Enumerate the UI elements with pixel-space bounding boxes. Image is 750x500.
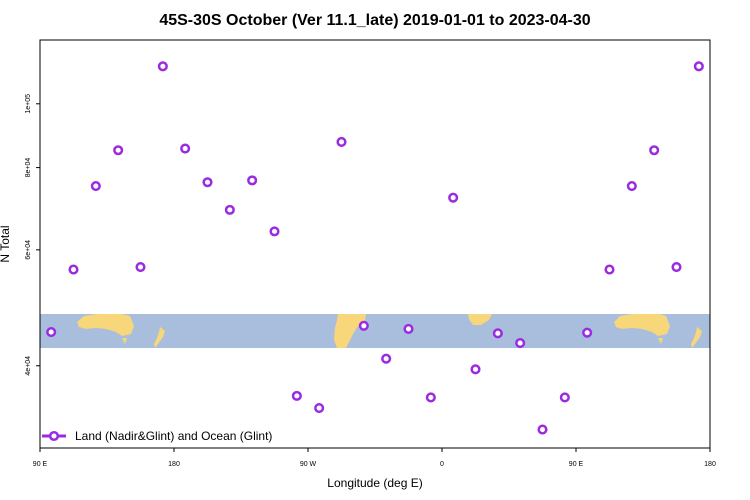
data-point [470, 364, 481, 375]
y-tick-label: 6e+04 [25, 240, 32, 260]
data-point [336, 136, 347, 148]
legend-marker [48, 430, 60, 442]
data-points [46, 61, 704, 435]
data-point [604, 264, 615, 275]
data-point [448, 192, 459, 203]
land-nz-2 [691, 327, 702, 348]
x-tick-label: 0 [440, 461, 444, 468]
data-point [202, 177, 213, 188]
land-tasmania-2 [658, 338, 663, 344]
x-tick-label: 180 [704, 461, 716, 468]
legend-label: Land (Nadir&Glint) and Ocean (Glint) [75, 429, 272, 443]
data-point [492, 328, 503, 339]
x-tick-label: 90 W [300, 461, 317, 468]
ocean-band [40, 314, 710, 348]
x-tick-label: 180 [168, 461, 180, 468]
data-point [180, 143, 191, 154]
data-point [582, 327, 593, 338]
chart-title: 45S-30S October (Ver 11.1_late) 2019-01-… [159, 12, 590, 29]
land-africa [468, 314, 492, 325]
world-map-background [40, 314, 710, 348]
plot-frame [39, 39, 711, 449]
land-australia-1 [77, 314, 134, 336]
data-point [247, 175, 258, 186]
data-point [425, 392, 436, 403]
land-australia-2 [614, 314, 670, 336]
data-point [693, 61, 704, 72]
data-point [46, 327, 57, 338]
x-axis-ticks: 90 E 180 90 W 0 90 E 180 [33, 448, 716, 468]
data-point [649, 145, 660, 156]
y-tick-label: 1e+05 [25, 94, 32, 114]
land-tasmania-1 [122, 338, 127, 344]
data-point [135, 261, 146, 273]
data-point [559, 392, 570, 403]
land-nz-1 [154, 327, 165, 348]
data-point [381, 353, 392, 364]
data-point [68, 264, 79, 275]
y-tick-label: 8e+04 [25, 158, 32, 178]
x-tick-label: 90 E [33, 461, 48, 468]
y-axis-ticks: 4e+04 6e+04 8e+04 1e+05 [25, 94, 40, 376]
y-tick-label: 4e+04 [25, 356, 32, 376]
data-point [314, 402, 325, 414]
data-point [291, 390, 302, 401]
data-point [403, 323, 414, 334]
data-point [113, 145, 124, 156]
data-point [224, 204, 235, 215]
land-south-america [334, 314, 366, 348]
data-point [671, 261, 682, 273]
y-axis-label: N Total [0, 225, 12, 262]
data-point [537, 424, 548, 435]
data-point [157, 61, 168, 72]
data-point [515, 338, 526, 349]
data-point [90, 180, 101, 192]
x-axis-label: Longitude (deg E) [327, 476, 422, 490]
data-point [358, 320, 369, 331]
data-point [626, 180, 637, 192]
x-tick-label: 90 E [569, 461, 584, 468]
legend: Land (Nadir&Glint) and Ocean (Glint) [42, 429, 272, 443]
data-point [269, 226, 280, 237]
